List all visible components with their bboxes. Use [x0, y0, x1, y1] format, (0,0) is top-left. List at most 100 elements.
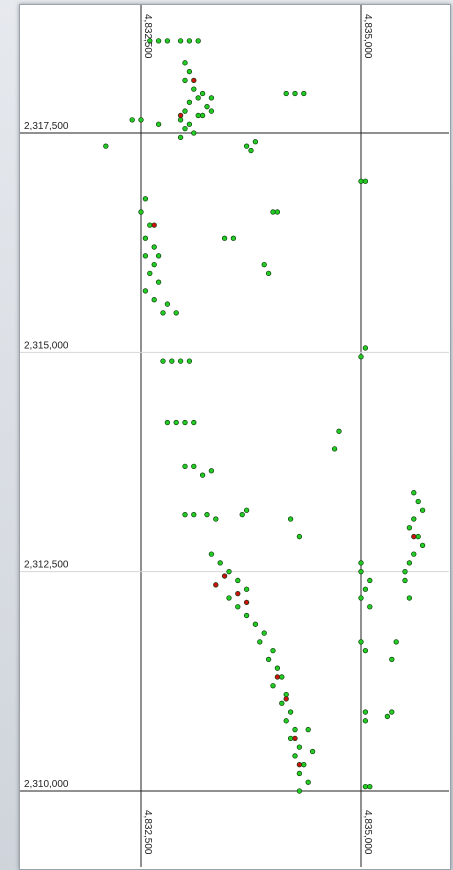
- data-point: [305, 779, 311, 785]
- data-point: [287, 709, 294, 715]
- data-point: [204, 511, 210, 518]
- data-point: [191, 419, 197, 426]
- data-point: [142, 288, 149, 294]
- data-point: [384, 713, 391, 720]
- data-point: [138, 117, 144, 123]
- data-point: [367, 577, 373, 584]
- data-point: [195, 38, 201, 44]
- data-point: [217, 560, 223, 566]
- data-point: [182, 511, 188, 518]
- tick-labels: 2,317,500 2,315,000 2,312,500 2,310,000 4,83…: [24, 14, 373, 855]
- data-point: [155, 38, 162, 44]
- data-point: [358, 354, 364, 360]
- data-point: [415, 498, 421, 505]
- data-point: [191, 77, 197, 84]
- data-point: [182, 419, 188, 426]
- data-point: [169, 358, 175, 364]
- data-point: [270, 209, 276, 215]
- data-point: [195, 95, 201, 101]
- data-point: [243, 599, 250, 606]
- data-point: [292, 90, 298, 97]
- data-point: [177, 117, 184, 123]
- data-point: [274, 209, 281, 215]
- data-point: [292, 726, 298, 733]
- x-tick-label: 4,832,500: [142, 14, 153, 59]
- data-point: [257, 639, 263, 645]
- data-point: [358, 569, 364, 575]
- data-point: [243, 586, 250, 592]
- data-point: [204, 104, 210, 110]
- y-tick-label: 2,317,500: [24, 121, 69, 132]
- data-point: [243, 612, 250, 619]
- data-point: [186, 68, 193, 75]
- data-point: [221, 573, 228, 579]
- data-point: [283, 90, 289, 97]
- data-point: [362, 709, 369, 715]
- data-point: [177, 358, 184, 364]
- data-point: [362, 718, 369, 724]
- data-point: [336, 428, 342, 434]
- x-tick-label: 4,835,000: [362, 810, 373, 855]
- data-point: [239, 511, 245, 518]
- data-point: [252, 139, 259, 145]
- data-point: [411, 516, 417, 522]
- data-point: [182, 125, 188, 132]
- grid-lines: [20, 5, 449, 867]
- data-point: [265, 270, 272, 277]
- data-point: [411, 551, 417, 557]
- data-point: [191, 130, 197, 136]
- data-point: [160, 310, 166, 316]
- data-point: [248, 147, 254, 154]
- data-point: [213, 516, 219, 522]
- plot-frame: [19, 4, 451, 870]
- data-point: [138, 209, 144, 215]
- data-point: [362, 647, 369, 654]
- data-point: [283, 696, 289, 702]
- data-point: [296, 744, 303, 750]
- y-tick-label: 2,315,000: [24, 340, 69, 351]
- data-point: [208, 468, 215, 474]
- data-point: [103, 143, 109, 149]
- data-point: [235, 590, 241, 597]
- data-point: [147, 222, 153, 228]
- data-point: [358, 178, 364, 184]
- data-point: [402, 569, 408, 575]
- data-point: [243, 507, 250, 513]
- data-point: [411, 533, 417, 540]
- data-point: [155, 121, 162, 127]
- data-point: [287, 735, 294, 742]
- data-point: [142, 196, 149, 202]
- data-point: [296, 788, 303, 794]
- y-tick-label: 2,312,500: [24, 560, 69, 571]
- data-point: [402, 577, 408, 584]
- data-point: [213, 582, 219, 588]
- x-tick-label: 4,832,500: [142, 810, 153, 855]
- data-point: [274, 665, 281, 671]
- data-point: [129, 117, 135, 123]
- data-point: [151, 222, 157, 228]
- data-point: [151, 261, 157, 268]
- data-point: [186, 121, 193, 127]
- data-point: [191, 463, 197, 470]
- data-point: [287, 516, 294, 522]
- data-point: [235, 577, 241, 584]
- data-point: [199, 472, 206, 478]
- data-point: [362, 345, 369, 351]
- data-point: [296, 762, 303, 768]
- data-point: [419, 542, 426, 548]
- data-point: [186, 99, 193, 105]
- data-point: [177, 134, 184, 141]
- data-point: [182, 108, 188, 114]
- data-point: [155, 279, 162, 285]
- data-point: [270, 647, 276, 654]
- data-point: [411, 490, 417, 496]
- data-point: [265, 656, 272, 663]
- data-point: [182, 77, 188, 84]
- data-point: [151, 297, 157, 303]
- data-point: [155, 253, 162, 259]
- data-point: [147, 38, 153, 44]
- data-point: [177, 38, 184, 44]
- data-point: [296, 770, 303, 777]
- data-point: [182, 463, 188, 470]
